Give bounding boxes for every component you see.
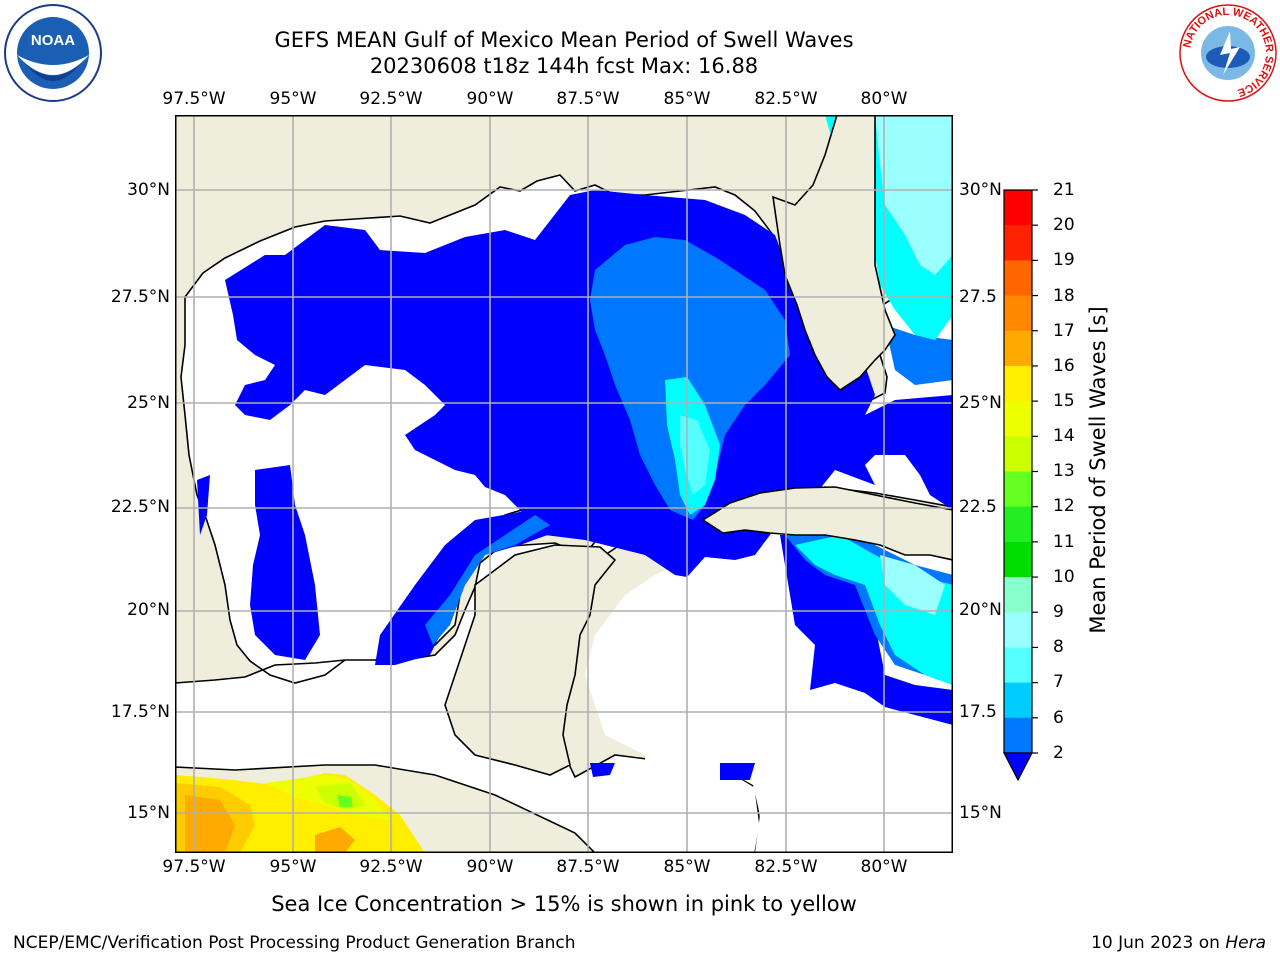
- lon-label-top: 87.5°W: [556, 89, 620, 109]
- lat-label-right: 22.5: [959, 497, 997, 517]
- pacific-region: [185, 795, 235, 853]
- lat-label-left: 22.5°N: [110, 497, 170, 517]
- lon-label-bottom: 80°W: [860, 857, 908, 877]
- swell-contour-6-8: [795, 535, 953, 685]
- colorbar-tick-label: 21: [1053, 180, 1075, 200]
- footer-date: 10 Jun 2023 on Hera: [1091, 933, 1266, 953]
- footer-host: Hera: [1225, 933, 1266, 953]
- svg-text:NOAA: NOAA: [31, 32, 75, 49]
- colorbar-tick-label: 9: [1053, 602, 1064, 622]
- sea-ice-note: Sea Ice Concentration > 15% is shown in …: [271, 892, 857, 916]
- colorbar-tick-label: 15: [1053, 391, 1075, 411]
- lon-label-top: 92.5°W: [359, 89, 423, 109]
- swell-contour-2-4: [225, 190, 953, 577]
- colorbar-tick-label: 17: [1053, 321, 1075, 341]
- lat-label-right: 17.5: [959, 702, 997, 722]
- colorbar-segment: [1004, 612, 1032, 648]
- map-subtitle-run: 20230608 t18z 144h fcst Max: 16.88: [369, 54, 759, 78]
- swell-contour-4-6: [590, 237, 790, 520]
- footer-credit: NCEP/EMC/Verification Post Processing Pr…: [13, 933, 576, 953]
- swell-period-map: [175, 115, 953, 853]
- lat-label-left: 17.5°N: [110, 702, 170, 722]
- lat-label-right: 15°N: [959, 803, 1002, 823]
- florida: [772, 115, 896, 392]
- lat-label-right: 30°N: [959, 180, 1002, 200]
- swell-contour-2-4: [197, 475, 210, 535]
- colorbar-tick-label: 2: [1053, 743, 1064, 763]
- lon-label-bottom: 97.5°W: [162, 857, 226, 877]
- cuba: [701, 486, 953, 561]
- lon-label-bottom: 90°W: [466, 857, 514, 877]
- lon-label-top: 82.5°W: [754, 89, 818, 109]
- colorbar-tick-label: 16: [1053, 356, 1075, 376]
- colorbar-tick-label: 11: [1053, 532, 1075, 552]
- colorbar-extend-arrow: [1003, 752, 1033, 782]
- colorbar-tick-label: 14: [1053, 426, 1075, 446]
- colorbar-segment: [1004, 682, 1032, 719]
- lat-label-left: 27.5°N: [110, 287, 170, 307]
- footer-date-text: 10 Jun 2023 on: [1091, 933, 1226, 953]
- lat-label-left: 25°N: [127, 393, 170, 413]
- lat-label-right: 25°N: [959, 393, 1002, 413]
- colorbar-segment: [1004, 225, 1032, 261]
- yucatan: [444, 544, 617, 776]
- lat-label-left: 15°N: [127, 803, 170, 823]
- map-title: GEFS MEAN Gulf of Mexico Mean Period of …: [274, 28, 854, 52]
- colorbar-tick-label: 13: [1053, 461, 1075, 481]
- colorbar-segment: [1004, 647, 1032, 684]
- swell-contour-2-4: [720, 763, 755, 780]
- lon-label-top: 80°W: [860, 89, 908, 109]
- colorbar-segment: [1004, 577, 1032, 613]
- pacific-region: [337, 795, 353, 807]
- colorbar-tick-label: 20: [1053, 215, 1075, 235]
- lon-label-top: 90°W: [466, 89, 514, 109]
- colorbar-tick-label: 18: [1053, 286, 1075, 306]
- swell-contour-8-9: [875, 115, 953, 275]
- graticule: [175, 115, 953, 853]
- noaa-logo: NOAA: [4, 4, 102, 102]
- lon-label-top: 97.5°W: [162, 89, 226, 109]
- swell-contour-4-6: [425, 515, 550, 645]
- colorbar-segment: [1004, 471, 1032, 508]
- lon-label-top: 85°W: [663, 89, 711, 109]
- colorbar-segment: [1004, 436, 1032, 472]
- colorbar-tick-label: 6: [1053, 708, 1064, 728]
- colorbar: [1003, 189, 1038, 782]
- colorbar-tick-label: 8: [1053, 637, 1064, 657]
- colorbar-segment: [1004, 541, 1032, 578]
- lon-label-top: 95°W: [269, 89, 317, 109]
- colorbar-title: Mean Period of Swell Waves [s]: [1086, 306, 1110, 634]
- colorbar-segment: [1004, 260, 1032, 297]
- lat-label-left: 30°N: [127, 180, 170, 200]
- lon-label-bottom: 92.5°W: [359, 857, 423, 877]
- lat-label-right: 20°N: [959, 600, 1002, 620]
- colorbar-tick-label: 12: [1053, 496, 1075, 516]
- colorbar-segment: [1004, 295, 1032, 332]
- colorbar-segment: [1004, 330, 1032, 367]
- lat-label-right: 27.5: [959, 287, 997, 307]
- nws-logo: NATIONAL WEATHER SERVICE: [1179, 4, 1277, 102]
- swell-contour-2-4: [915, 455, 953, 510]
- colorbar-tick-label: 10: [1053, 567, 1075, 587]
- colorbar-segment: [1004, 401, 1032, 437]
- swell-contour-4-6: [885, 325, 953, 385]
- lon-label-bottom: 82.5°W: [754, 857, 818, 877]
- lon-label-bottom: 95°W: [269, 857, 317, 877]
- colorbar-tick-label: 7: [1053, 672, 1064, 692]
- swell-contour-2-4: [780, 535, 953, 725]
- colorbar-segment: [1004, 506, 1032, 543]
- colorbar-segment: [1004, 190, 1032, 226]
- colorbar-segment: [1004, 365, 1032, 402]
- lon-label-bottom: 87.5°W: [556, 857, 620, 877]
- swell-contour-8-9: [880, 555, 945, 615]
- pacific-region: [315, 827, 355, 853]
- lat-label-left: 20°N: [127, 600, 170, 620]
- lon-label-bottom: 85°W: [663, 857, 711, 877]
- colorbar-segment: [1004, 717, 1032, 754]
- swell-contour-2-4: [590, 763, 615, 777]
- colorbar-tick-label: 19: [1053, 250, 1075, 270]
